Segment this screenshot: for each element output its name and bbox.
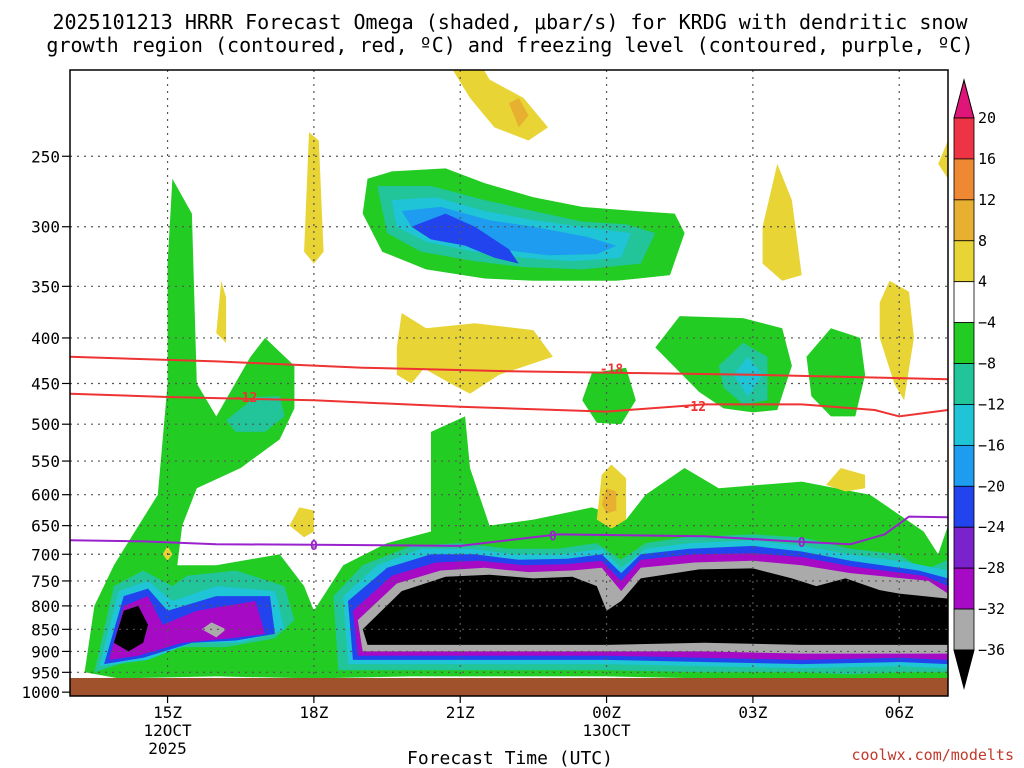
- x-tick-label-06Z: 06Z: [885, 703, 914, 722]
- y-tick-label-750: 750: [31, 572, 60, 591]
- y-axis-ticks: 250 300 350 400 450 500 550 600 650 700 750 800 850 9…: [21, 147, 70, 702]
- omega-region-22: [113, 605, 148, 652]
- contour-labels: -18 -12 -12 0 0 0: [234, 363, 806, 554]
- x-tick-label-21Z: 21Z: [446, 703, 475, 722]
- colorbar-band-6: [953, 363, 975, 405]
- omega-shading: [84, 70, 948, 679]
- contour-label-2: -12: [683, 400, 706, 415]
- contour-label-3: 0: [310, 539, 318, 554]
- colorbar-band-5: [953, 322, 975, 364]
- y-tick-label-650: 650: [31, 517, 60, 536]
- omega-region-28: [411, 323, 553, 394]
- omega-region-36: [289, 507, 314, 538]
- x-tick-label-15Z-sub1: 12OCT: [143, 721, 192, 740]
- colorbar-label-13: −36: [978, 641, 1005, 659]
- y-tick-label-600: 600: [31, 486, 60, 505]
- colorbar-label-1: 16: [978, 150, 996, 168]
- colorbar-label-12: −32: [978, 600, 1005, 618]
- contour-label-0: -18: [600, 363, 624, 378]
- x-axis-label: Forecast Time (UTC): [407, 748, 613, 768]
- colorbar-band-3: [953, 240, 975, 283]
- omega-region-9: [411, 213, 519, 264]
- colorbar-band-0: [953, 117, 975, 160]
- colorbar-label-3: 8: [978, 232, 987, 250]
- y-tick-label-400: 400: [31, 329, 60, 348]
- contour-dgz-upper-boundary: [70, 355, 948, 381]
- x-tick-label-00Z: 00Z: [592, 703, 621, 722]
- chart-title-line-2: growth region (contoured, red, ºC) and f…: [46, 33, 973, 57]
- y-tick-label-900: 900: [31, 642, 60, 661]
- contour-label-1: -12: [234, 391, 257, 406]
- chart-title-line-1: 2025101213 HRRR Forecast Omega (shaded, …: [52, 10, 968, 34]
- y-tick-label-350: 350: [31, 277, 60, 296]
- colorbar-label-4: 4: [978, 273, 987, 291]
- colorbar-band-9: [953, 485, 975, 528]
- colorbar-label-9: −20: [978, 477, 1005, 495]
- colorbar-band-11: [953, 567, 975, 610]
- colorbar-band-12: [953, 608, 975, 651]
- omega-region-31: [879, 280, 914, 401]
- contour-freezing-level: [70, 515, 948, 547]
- omega-region-30: [762, 163, 802, 281]
- colorbar-label-6: −8: [978, 355, 996, 373]
- y-tick-label-450: 450: [31, 374, 60, 393]
- colorbar-label-7: −12: [978, 395, 1005, 413]
- colorbar-band-10: [953, 526, 975, 569]
- omega-region-3: [806, 328, 866, 417]
- credit-text: coolwx.com/modelts: [851, 746, 1014, 764]
- colorbar-band-2: [953, 199, 975, 242]
- surface-ground-band: [70, 678, 948, 696]
- omega-region-32: [938, 140, 948, 179]
- x-tick-label-00Z-sub1: 13OCT: [582, 721, 631, 740]
- omega-region-26: [452, 70, 548, 141]
- omega-region-29: [396, 313, 427, 384]
- colorbar-label-10: −24: [978, 518, 1005, 536]
- colorbar-band-7: [953, 404, 975, 446]
- contour-dgz-lower-boundary: [70, 392, 948, 418]
- contour-label-5: 0: [798, 536, 806, 551]
- x-tick-label-15Z-sub2: 2025: [148, 739, 187, 758]
- contour-label-4: 0: [549, 530, 557, 545]
- omega-region-25: [216, 280, 227, 343]
- contour-lines: [70, 355, 948, 547]
- omega-region-11: [733, 356, 763, 397]
- y-tick-label-950: 950: [31, 663, 60, 682]
- colorbar-band-8: [953, 444, 975, 487]
- x-tick-label-03Z: 03Z: [738, 703, 767, 722]
- omega-region-23: [201, 622, 227, 638]
- omega-region-18: [109, 596, 266, 660]
- colorbar-bottom-cap: [953, 649, 975, 690]
- y-tick-label-1000: 1000: [21, 683, 60, 702]
- x-tick-label-18Z: 18Z: [299, 703, 328, 722]
- omega-region-5: [226, 396, 285, 432]
- omega-region-33: [826, 468, 866, 492]
- colorbar-top-cap: [953, 78, 975, 119]
- colorbar: 20 16 12 8 4 −4 −8 −12 −16 −20 −24 −28 −32 −36: [953, 78, 1005, 690]
- omega-region-27: [509, 98, 529, 128]
- y-tick-label-800: 800: [31, 597, 60, 616]
- y-tick-label-700: 700: [31, 545, 60, 564]
- colorbar-label-2: 12: [978, 191, 996, 209]
- x-tick-label-15Z: 15Z: [153, 703, 182, 722]
- colorbar-band-4: [953, 281, 975, 324]
- omega-region-35: [601, 488, 617, 514]
- colorbar-label-5: −4: [978, 314, 996, 332]
- colorbar-label-11: −28: [978, 559, 1005, 577]
- y-tick-label-550: 550: [31, 452, 60, 471]
- y-tick-label-250: 250: [31, 147, 60, 166]
- y-tick-label-500: 500: [31, 415, 60, 434]
- omega-region-21: [362, 568, 948, 645]
- y-tick-label-850: 850: [31, 620, 60, 639]
- colorbar-band-1: [953, 158, 975, 201]
- colorbar-label-8: −16: [978, 436, 1005, 454]
- colorbar-label-0: 20: [978, 109, 996, 127]
- y-tick-label-300: 300: [31, 218, 60, 237]
